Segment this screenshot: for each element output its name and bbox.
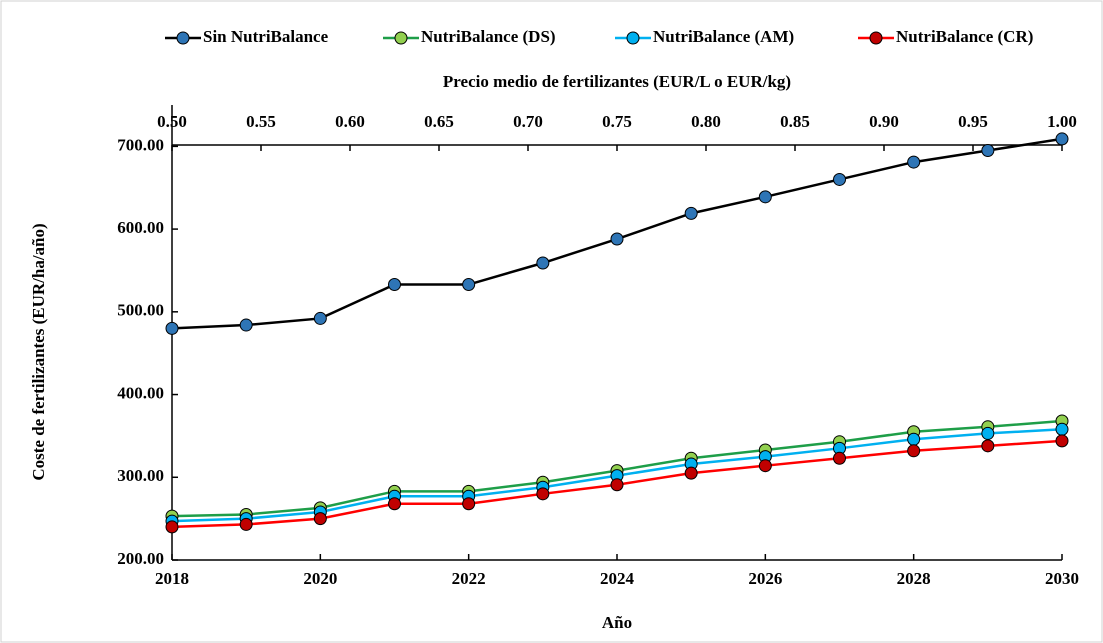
point	[981, 426, 995, 440]
legend-label: NutriBalance (AM)	[653, 27, 794, 46]
legend-label: Sin NutriBalance	[203, 27, 329, 46]
point	[1055, 434, 1069, 448]
x-tick-label: 2024	[600, 569, 635, 588]
point	[610, 232, 624, 246]
y-tick-label: 200.00	[117, 549, 164, 568]
x2-tick-label: 0.75	[602, 112, 632, 131]
x2-tick-label: 0.85	[780, 112, 810, 131]
legend-label: NutriBalance (DS)	[421, 27, 556, 46]
point	[758, 459, 772, 473]
point	[684, 206, 698, 220]
point	[1055, 132, 1069, 146]
point	[981, 439, 995, 453]
point	[536, 256, 550, 270]
y-tick-label: 700.00	[117, 135, 164, 154]
point	[758, 190, 772, 204]
legend-marker	[626, 31, 640, 45]
x2-tick-label: 0.80	[691, 112, 721, 131]
point	[1055, 422, 1069, 436]
point	[907, 432, 921, 446]
x-tick-label: 2028	[897, 569, 931, 588]
point	[610, 478, 624, 492]
y-tick-label: 300.00	[117, 466, 164, 485]
point	[165, 321, 179, 335]
point	[536, 487, 550, 501]
x2-tick-label: 1.00	[1047, 112, 1077, 131]
x2-tick-label: 0.50	[157, 112, 187, 131]
point	[462, 497, 476, 511]
x-tick-label: 2022	[452, 569, 486, 588]
point	[165, 520, 179, 534]
point	[907, 155, 921, 169]
legend-marker	[869, 31, 883, 45]
point	[388, 278, 401, 292]
point	[907, 444, 921, 458]
x-tick-label: 2018	[155, 569, 189, 588]
y-tick-label: 600.00	[117, 218, 164, 237]
x-axis-title: Año	[602, 613, 632, 632]
x2-tick-label: 0.95	[958, 112, 988, 131]
x-tick-label: 2026	[748, 569, 782, 588]
x2-tick-label: 0.55	[246, 112, 276, 131]
y-axis-title: Coste de fertilizantes (EUR/ha/año)	[29, 223, 48, 480]
point	[313, 512, 327, 526]
x2-tick-label: 0.90	[869, 112, 899, 131]
x-tick-label: 2030	[1045, 569, 1079, 588]
point	[684, 466, 698, 480]
y-tick-label: 500.00	[117, 301, 164, 320]
point	[239, 318, 253, 332]
x2-tick-label: 0.70	[513, 112, 543, 131]
x2-axis-title: Precio medio de fertilizantes (EUR/L o E…	[443, 72, 791, 91]
point	[239, 517, 253, 531]
y-tick-label: 400.00	[117, 383, 164, 402]
legend-label: NutriBalance (CR)	[896, 27, 1033, 46]
legend-marker	[394, 31, 408, 45]
point	[833, 172, 846, 186]
x-tick-label: 2020	[303, 569, 337, 588]
x2-tick-label: 0.60	[335, 112, 365, 131]
point	[833, 451, 846, 465]
point	[981, 144, 995, 157]
x2-tick-label: 0.65	[424, 112, 454, 131]
point	[388, 497, 401, 511]
point	[462, 278, 476, 292]
legend-marker	[176, 31, 190, 45]
point	[313, 311, 327, 325]
